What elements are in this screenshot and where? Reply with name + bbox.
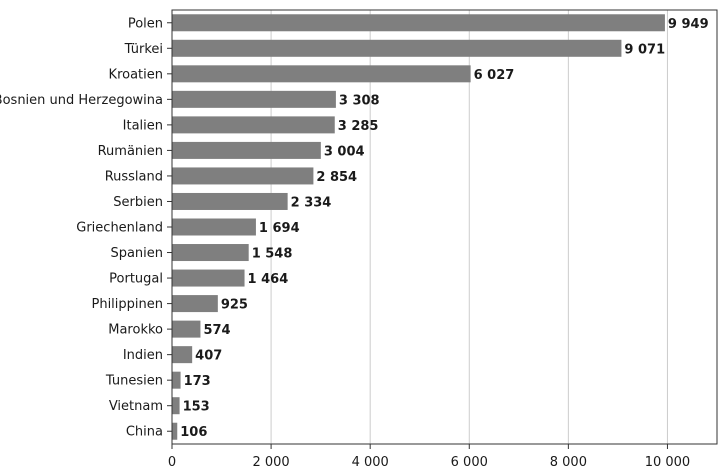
bar bbox=[172, 14, 665, 32]
category-label: Kroatien bbox=[109, 67, 163, 82]
category-label: Portugal bbox=[109, 272, 163, 287]
bar bbox=[172, 65, 471, 83]
category-label: Philippinen bbox=[91, 297, 163, 312]
category-label: Marokko bbox=[108, 323, 163, 338]
value-label: 1 464 bbox=[248, 272, 289, 287]
x-tick-label: 4 000 bbox=[352, 455, 389, 470]
bar bbox=[172, 371, 181, 389]
value-label: 9 071 bbox=[624, 42, 665, 57]
value-label: 3 308 bbox=[339, 93, 380, 108]
category-label: Rumänien bbox=[98, 144, 163, 159]
x-tick-label: 8 000 bbox=[550, 455, 587, 470]
value-label: 106 bbox=[180, 425, 207, 440]
category-label: Griechenland bbox=[76, 221, 163, 236]
bar bbox=[172, 192, 288, 210]
x-tick-label: 6 000 bbox=[451, 455, 488, 470]
bar bbox=[172, 422, 178, 440]
value-label: 6 027 bbox=[474, 68, 515, 83]
category-label: Bosnien und Herzegowina bbox=[0, 93, 163, 108]
category-label: Russland bbox=[105, 169, 163, 184]
value-label: 1 548 bbox=[252, 247, 293, 262]
category-label: China bbox=[126, 425, 163, 440]
labels: 0 2 000 4 000 6 000 8 000 10 000 Polen 9 949 Tür… bbox=[0, 16, 709, 470]
category-label: Serbien bbox=[113, 195, 163, 210]
value-label: 2 854 bbox=[316, 170, 357, 185]
category-label: Tunesien bbox=[105, 374, 163, 389]
bar bbox=[172, 218, 256, 236]
bar bbox=[172, 116, 335, 134]
value-label: 3 004 bbox=[324, 144, 365, 159]
axes bbox=[167, 9, 718, 449]
value-label: 9 949 bbox=[668, 17, 709, 32]
value-label: 173 bbox=[184, 374, 211, 389]
bar bbox=[172, 346, 193, 364]
plot-frame bbox=[171, 9, 718, 445]
value-label: 574 bbox=[203, 323, 230, 338]
category-label: Spanien bbox=[110, 246, 163, 261]
grid-lines bbox=[270, 10, 668, 444]
bar bbox=[172, 295, 218, 313]
bar bbox=[172, 90, 336, 108]
value-label: 2 334 bbox=[291, 195, 332, 210]
value-label: 1 694 bbox=[259, 221, 300, 236]
value-label: 3 285 bbox=[338, 119, 379, 134]
category-label: Indien bbox=[123, 348, 163, 363]
x-tick-label: 0 bbox=[168, 455, 176, 470]
category-label: Türkei bbox=[124, 42, 163, 57]
x-tick-label: 2 000 bbox=[252, 455, 289, 470]
category-label: Polen bbox=[128, 16, 163, 31]
bar bbox=[172, 269, 245, 287]
category-label: Italien bbox=[123, 118, 163, 133]
bar bbox=[172, 397, 180, 415]
bar bbox=[172, 320, 201, 338]
bar bbox=[172, 141, 321, 159]
bar bbox=[172, 39, 622, 57]
value-label: 925 bbox=[221, 298, 248, 313]
bar bbox=[172, 244, 249, 262]
value-label: 407 bbox=[195, 349, 222, 364]
bar bbox=[172, 167, 314, 185]
category-label: Vietnam bbox=[109, 399, 163, 414]
bars bbox=[172, 14, 665, 440]
value-label: 153 bbox=[183, 400, 210, 415]
x-tick-label: 10 000 bbox=[645, 455, 691, 470]
